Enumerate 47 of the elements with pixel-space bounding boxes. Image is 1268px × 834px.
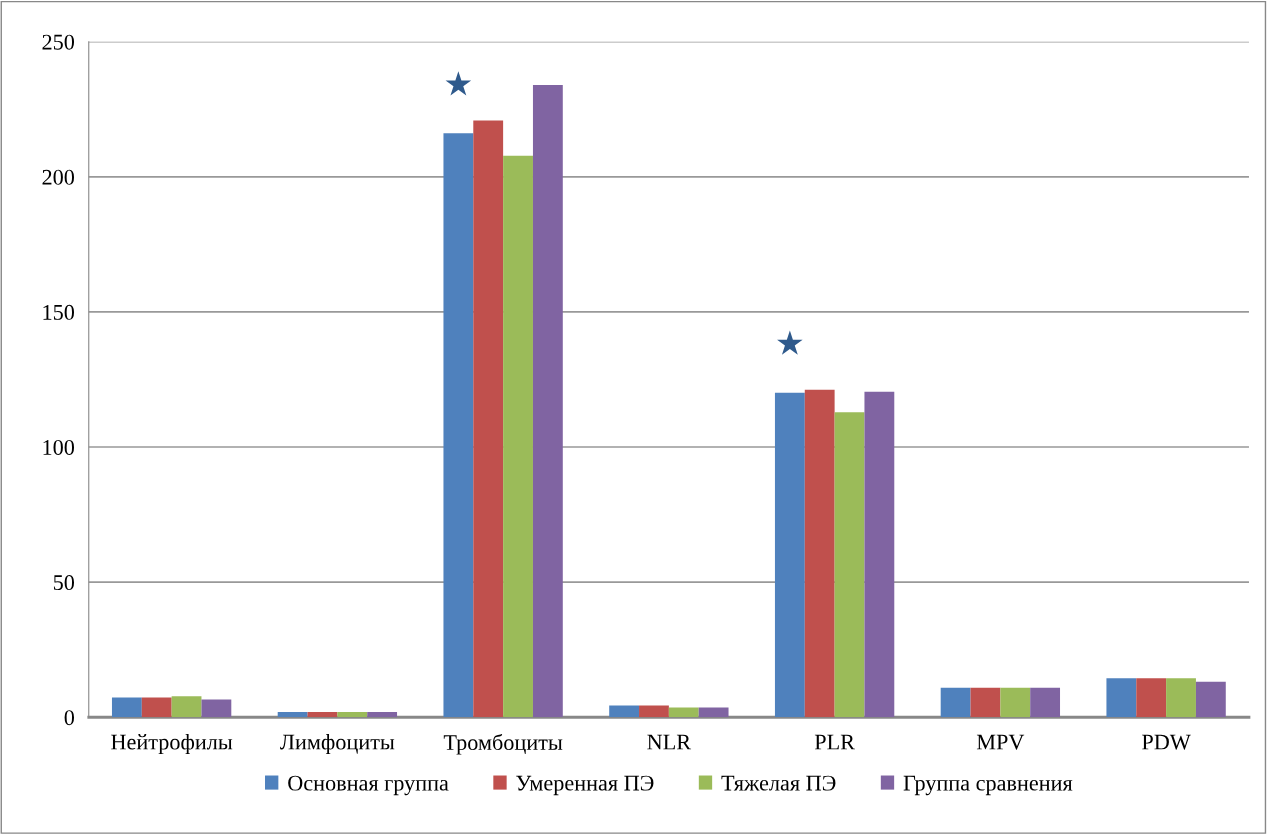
bar <box>1195 681 1226 718</box>
bar <box>1000 687 1031 718</box>
y-tick-label: 0 <box>64 710 75 726</box>
bar <box>503 155 533 718</box>
bar <box>141 697 172 718</box>
legend-label: Основная группа <box>288 775 449 796</box>
bar <box>1106 678 1137 718</box>
bar <box>277 712 308 718</box>
bar <box>532 84 563 718</box>
bar <box>473 120 504 718</box>
bar <box>970 687 1001 718</box>
x-tick-label: PDW <box>1142 734 1191 750</box>
bar <box>443 133 474 718</box>
y-tick-label: 200 <box>42 169 75 185</box>
x-tick-label: Нейтрофилы <box>111 733 233 755</box>
bar <box>609 705 640 718</box>
bar <box>201 699 232 718</box>
bar <box>668 707 699 718</box>
bar <box>639 705 669 718</box>
bar <box>337 712 368 718</box>
bar <box>171 696 202 718</box>
x-tick-label: Тромбоциты <box>443 733 563 755</box>
bar <box>1030 687 1061 718</box>
bar <box>1136 678 1167 718</box>
bar <box>940 687 971 718</box>
legend-label: Умеренная ПЭ <box>516 775 654 796</box>
annotation: ★ <box>777 330 803 355</box>
bar <box>111 697 142 718</box>
bar <box>307 712 338 718</box>
bar <box>804 389 835 718</box>
y-tick-label: 50 <box>53 575 75 591</box>
annotation: ★ <box>445 71 472 96</box>
bar <box>698 707 729 718</box>
y-tick-label: 100 <box>43 439 75 455</box>
bar <box>834 412 865 718</box>
y-tick-label: 250 <box>42 34 75 50</box>
bar <box>774 392 805 718</box>
x-tick-label: Лимфоциты <box>280 733 395 755</box>
bar <box>1166 678 1196 718</box>
legend-label: Тяжелая ПЭ <box>721 775 836 791</box>
bar <box>367 712 398 718</box>
y-tick-label: 150 <box>43 304 75 320</box>
bar <box>864 391 895 718</box>
legend-label: Группа сравнения <box>903 775 1073 796</box>
x-tick-label: NLR <box>647 734 692 750</box>
x-tick-label: MPV <box>976 734 1025 750</box>
x-tick-label: PLR <box>814 734 855 750</box>
